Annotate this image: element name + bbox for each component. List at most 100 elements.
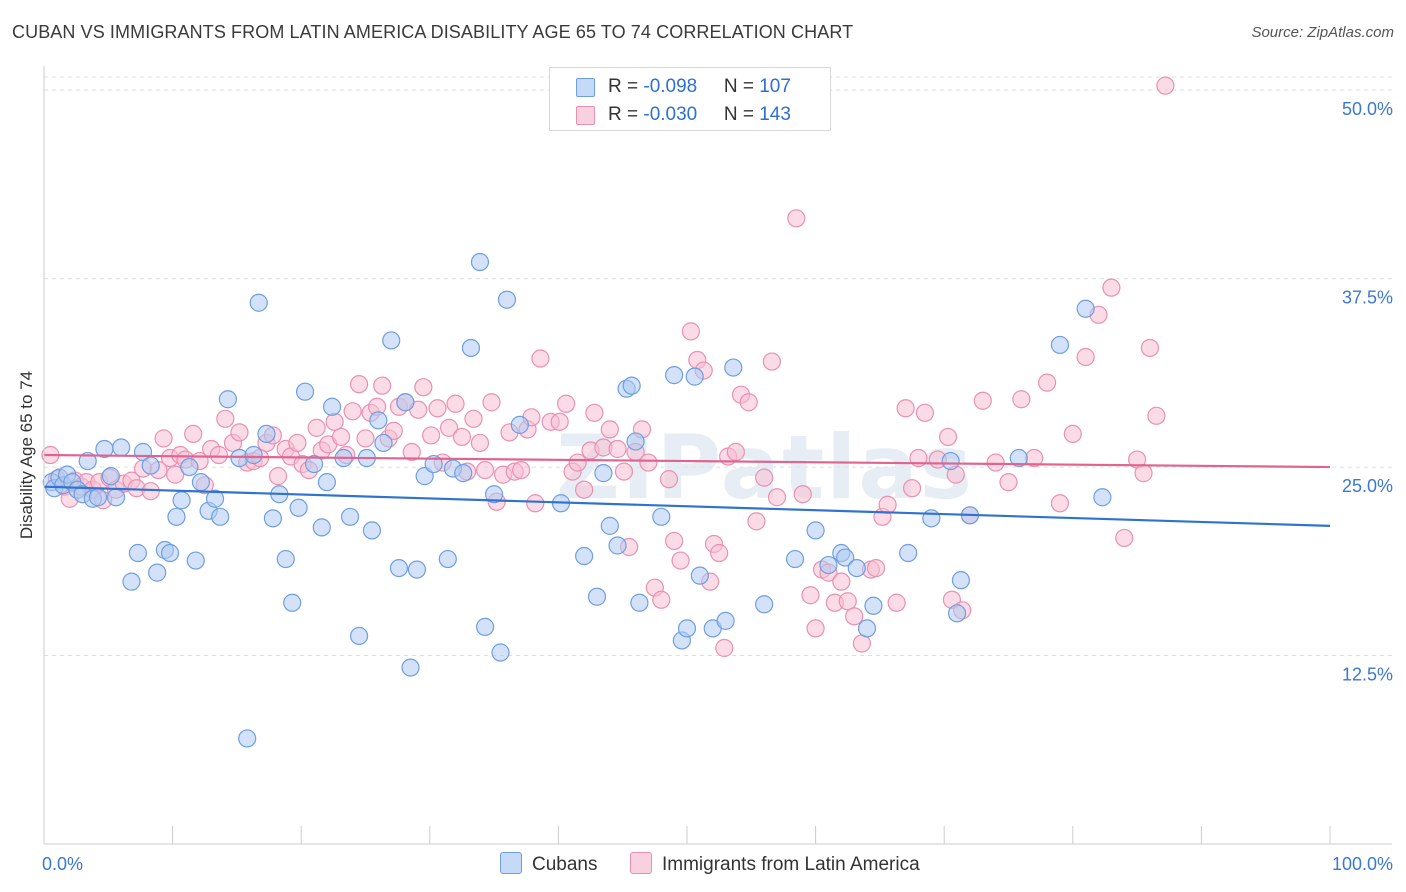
latam-point xyxy=(585,403,604,422)
cubans-point xyxy=(128,543,147,563)
cubans-point xyxy=(600,516,619,535)
latam-point xyxy=(726,442,745,462)
cubans-point xyxy=(806,521,825,540)
cubans-point xyxy=(626,432,645,451)
latam-point xyxy=(482,393,501,412)
latam-point xyxy=(1140,338,1160,358)
cubans-point xyxy=(257,424,276,444)
cubans-point xyxy=(276,549,295,569)
cubans-point xyxy=(340,507,360,526)
series-legend: Cubans Immigrants from Latin America xyxy=(0,852,1406,878)
cubans-point xyxy=(470,252,490,272)
cubans-point xyxy=(491,643,510,662)
latam-point xyxy=(767,488,787,507)
latam-point xyxy=(209,445,228,465)
latam-point xyxy=(659,470,679,489)
latam-point xyxy=(439,418,459,437)
latam-point xyxy=(762,352,781,371)
cubans-point xyxy=(122,572,141,591)
cubans-point xyxy=(389,558,409,578)
latam-point xyxy=(1156,76,1175,95)
cubans-point xyxy=(180,457,199,477)
cubans-point xyxy=(218,390,237,409)
cubans-point xyxy=(716,611,735,630)
latam-point xyxy=(331,427,351,447)
stats-legend: R = -0.098 N = 107 R = -0.030 N = 143 xyxy=(549,67,831,131)
latam-point xyxy=(1115,528,1134,548)
source-label: Source: ZipAtlas.com xyxy=(1251,24,1394,41)
cubans-point xyxy=(947,604,967,623)
legend-item-cubans[interactable]: Cubans xyxy=(500,852,598,876)
cubans-point xyxy=(148,563,167,582)
latam-point xyxy=(325,412,344,431)
cubans-point xyxy=(106,488,126,507)
latam-point xyxy=(1050,494,1070,513)
cubans-point xyxy=(349,626,369,646)
latam-point xyxy=(973,391,992,410)
latam-point xyxy=(414,378,433,397)
cubans-point xyxy=(167,507,186,526)
n-value: 143 xyxy=(759,104,791,125)
cubans-point xyxy=(1093,488,1112,507)
cubans-point xyxy=(88,488,108,507)
y-tick-label: 37.5% xyxy=(1342,288,1393,308)
data-points xyxy=(41,76,1175,748)
latam-point xyxy=(715,638,734,658)
cubans-point xyxy=(922,509,941,528)
y-tick-label: 50.0% xyxy=(1342,99,1393,119)
cubans-point xyxy=(677,619,697,638)
cubans-point xyxy=(724,358,743,377)
latam-point xyxy=(512,460,531,480)
n-label: N = xyxy=(723,104,760,125)
cubans-point xyxy=(160,543,180,563)
cubans-point xyxy=(191,473,210,492)
cubans-point xyxy=(475,617,495,636)
latam-point xyxy=(184,424,203,444)
latam-point xyxy=(801,586,820,605)
grid-lines xyxy=(44,76,1392,657)
cubans-trend-line xyxy=(43,485,1331,527)
cubans-point xyxy=(205,489,225,508)
latam-point xyxy=(230,423,249,442)
stats-row-latam: R = -0.030 N = 143 xyxy=(550,101,830,129)
cubans-point xyxy=(249,293,268,312)
latam-point xyxy=(739,393,758,412)
cubans-point xyxy=(312,518,331,537)
legend-item-latam[interactable]: Immigrants from Latin America xyxy=(630,852,920,876)
cubans-point xyxy=(283,593,302,612)
latam-point xyxy=(608,439,627,459)
cubans-point xyxy=(608,536,627,555)
latam-point xyxy=(307,418,326,437)
latam-swatch-icon xyxy=(576,106,595,125)
r-value: -0.098 xyxy=(643,76,698,97)
latam-point xyxy=(600,420,619,439)
latam-point xyxy=(268,467,288,486)
latam-point xyxy=(787,209,806,228)
cubans-point xyxy=(263,509,283,528)
cubans-point xyxy=(819,555,838,575)
latam-point xyxy=(575,480,594,499)
latam-point xyxy=(671,551,690,570)
latam-point xyxy=(845,607,864,626)
cubans-point xyxy=(1076,299,1095,318)
latam-point xyxy=(428,399,447,418)
cubans-point xyxy=(369,411,388,430)
cubans-point xyxy=(396,393,415,412)
latam-point xyxy=(665,531,684,551)
cubans-point xyxy=(186,551,205,570)
cubans-point xyxy=(899,543,918,563)
cubans-point xyxy=(1009,448,1028,468)
legend-label-latam: Immigrants from Latin America xyxy=(662,854,920,875)
cubans-point xyxy=(322,397,342,416)
cubans-point xyxy=(317,473,337,492)
latam-point xyxy=(166,465,185,484)
latam-point xyxy=(878,495,897,514)
chart-title: CUBAN VS IMMIGRANTS FROM LATIN AMERICA D… xyxy=(12,22,854,42)
latam-point xyxy=(986,453,1005,472)
cubans-point xyxy=(685,367,704,386)
cubans-point xyxy=(454,464,473,483)
cubans-point xyxy=(304,454,324,474)
cubans-point xyxy=(587,587,607,606)
latam-point xyxy=(915,403,935,422)
